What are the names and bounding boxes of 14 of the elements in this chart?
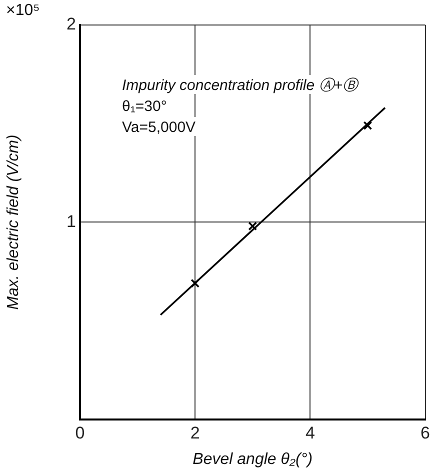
x-tick-label: 6	[420, 423, 430, 442]
x-axis-title: Bevel angle θ₂(°)	[192, 450, 313, 468]
annotation: θ₁=30°	[122, 98, 167, 115]
text: ×10⁵	[6, 2, 40, 19]
y-axis-title: Max. electric field (V/cm)	[5, 134, 22, 310]
x-tick-label: 2	[190, 423, 200, 442]
point	[363, 121, 372, 130]
point	[248, 222, 258, 231]
annotation: Impurity concentration profile Ⓐ+Ⓑ	[122, 77, 360, 94]
y-tick-label: 1	[66, 212, 76, 231]
x-tick-label: 0	[75, 423, 85, 442]
x-tick-label: 4	[305, 423, 315, 442]
point	[190, 278, 200, 288]
annotation: Va=5,000V	[122, 119, 196, 136]
